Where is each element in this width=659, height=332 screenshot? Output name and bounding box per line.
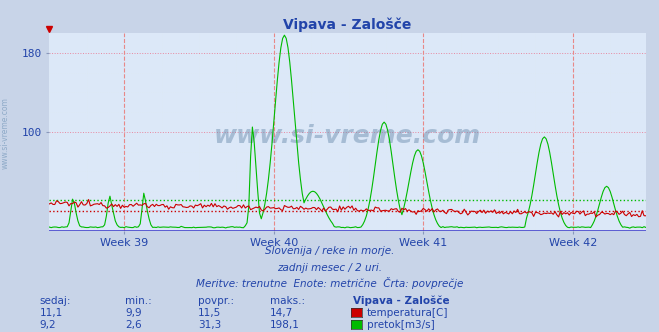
Text: 9,9: 9,9 (125, 308, 142, 318)
Text: 11,5: 11,5 (198, 308, 221, 318)
Text: 2,6: 2,6 (125, 320, 142, 330)
Text: maks.:: maks.: (270, 296, 305, 306)
Title: Vipava - Zalošče: Vipava - Zalošče (283, 18, 412, 32)
Text: Meritve: trenutne  Enote: metrične  Črta: povprečje: Meritve: trenutne Enote: metrične Črta: … (196, 277, 463, 289)
Text: 11,1: 11,1 (40, 308, 63, 318)
Text: 31,3: 31,3 (198, 320, 221, 330)
Text: www.si-vreme.com: www.si-vreme.com (214, 124, 481, 148)
Text: Vipava - Zalošče: Vipava - Zalošče (353, 295, 449, 306)
Text: zadnji mesec / 2 uri.: zadnji mesec / 2 uri. (277, 263, 382, 273)
Text: pretok[m3/s]: pretok[m3/s] (367, 320, 435, 330)
Text: www.si-vreme.com: www.si-vreme.com (1, 97, 10, 169)
Text: Slovenija / reke in morje.: Slovenija / reke in morje. (265, 246, 394, 256)
Text: 9,2: 9,2 (40, 320, 56, 330)
Text: 14,7: 14,7 (270, 308, 293, 318)
Text: min.:: min.: (125, 296, 152, 306)
Text: povpr.:: povpr.: (198, 296, 234, 306)
Text: 198,1: 198,1 (270, 320, 300, 330)
Text: temperatura[C]: temperatura[C] (367, 308, 449, 318)
Text: sedaj:: sedaj: (40, 296, 71, 306)
